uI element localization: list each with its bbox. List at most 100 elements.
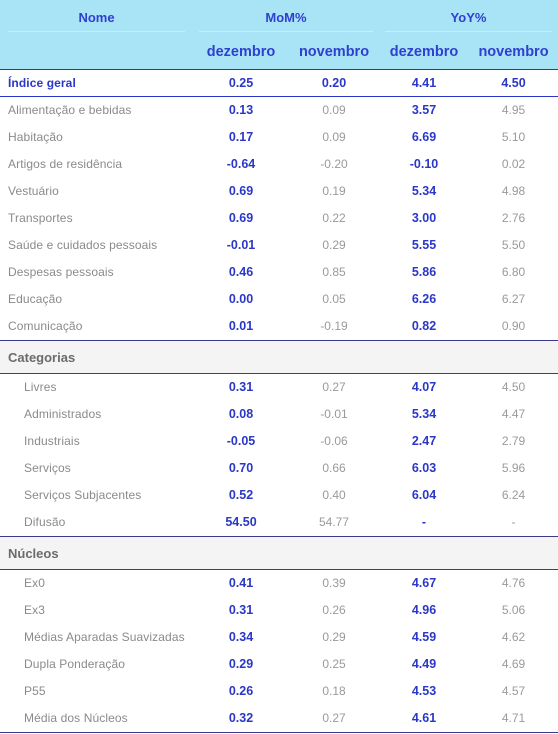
- table-row: Ex3 0.31 0.26 4.96 5.06: [0, 597, 558, 624]
- row-name: Ex3: [24, 603, 45, 617]
- mom-nov-value: 0.05: [322, 292, 346, 306]
- header-mom-label: MoM%: [265, 9, 307, 25]
- row-name: Industriais: [24, 434, 80, 448]
- table-row: Comunicação 0.01 -0.19 0.82 0.90: [0, 313, 558, 340]
- header-mom-dez: dezembro: [206, 43, 276, 60]
- row-name: Serviços: [24, 461, 71, 475]
- mom-dez-value: 0.26: [228, 684, 254, 698]
- mom-dez-value: 0.31: [228, 603, 254, 617]
- yoy-nov-value: 6.80: [501, 265, 526, 279]
- yoy-dez-value: 6.26: [411, 292, 437, 306]
- yoy-dez-value: 0.82: [411, 319, 437, 333]
- mom-dez-value: 0.46: [228, 265, 254, 279]
- mom-nov-value: 0.29: [322, 630, 346, 644]
- table-row: Serviços 0.70 0.66 6.03 5.96: [0, 455, 558, 482]
- row-name: Administrados: [24, 407, 102, 421]
- header-yoy-dez: dezembro: [389, 43, 459, 60]
- mom-nov-value: -0.01: [320, 407, 348, 421]
- header-mom-nov: novembro: [298, 43, 370, 60]
- table-row: Serviços Subjacentes 0.52 0.40 6.04 6.24: [0, 482, 558, 509]
- mom-nov-value: 0.22: [322, 211, 346, 225]
- yoy-dez-value: 3.00: [411, 211, 437, 225]
- row-name: Índice geral: [8, 76, 76, 90]
- mom-dez-value: 0.41: [228, 576, 254, 590]
- yoy-dez-value: 6.04: [411, 488, 437, 502]
- yoy-dez-value: -0.10: [409, 157, 439, 171]
- table-row: Transportes 0.69 0.22 3.00 2.76: [0, 205, 558, 232]
- yoy-nov-value: 5.50: [501, 238, 526, 252]
- row-name: Livres: [24, 380, 57, 394]
- mom-nov-value: -0.19: [320, 319, 348, 333]
- table-row: Média dos Núcleos 0.32 0.27 4.61 4.71: [0, 705, 558, 732]
- mom-nov-value: 0.40: [322, 488, 346, 502]
- yoy-dez-value: 4.49: [411, 657, 437, 671]
- mom-dez-value: 0.01: [228, 319, 254, 333]
- row-name: Saúde e cuidados pessoais: [8, 238, 158, 252]
- yoy-nov-value: 5.10: [501, 130, 526, 144]
- yoy-dez-value: -: [421, 515, 427, 529]
- mom-dez-value: 0.17: [228, 130, 254, 144]
- yoy-dez-value: 6.03: [411, 461, 437, 475]
- yoy-nov-value: 6.27: [501, 292, 526, 306]
- table-row: Saúde e cuidados pessoais -0.01 0.29 5.55 5.…: [0, 232, 558, 259]
- yoy-dez-value: 5.34: [411, 407, 437, 421]
- yoy-dez-value: 3.57: [411, 103, 437, 117]
- header-yoy-nov: novembro: [478, 43, 549, 60]
- categorias-section: Livres 0.31 0.27 4.07 4.50 Administrados 0.08 -…: [0, 374, 558, 536]
- mom-dez-value: -0.05: [226, 434, 256, 448]
- row-name: Comunicação: [8, 319, 83, 333]
- yoy-nov-value: 4.98: [501, 184, 526, 198]
- mom-dez-value: 0.52: [228, 488, 254, 502]
- mom-nov-value: 0.20: [321, 76, 347, 90]
- mom-dez-value: 0.00: [228, 292, 254, 306]
- groups-section: Alimentação e bebidas 0.13 0.09 3.57 4.95 Hab…: [0, 97, 558, 340]
- mom-dez-value: 0.70: [228, 461, 254, 475]
- row-name: Dupla Ponderação: [24, 657, 126, 671]
- yoy-nov-value: 4.76: [501, 576, 526, 590]
- mom-nov-value: 54.77: [318, 515, 350, 529]
- mom-dez-value: 0.69: [228, 211, 254, 225]
- yoy-nov-value: 4.62: [501, 630, 526, 644]
- table-header: Nome MoM% YoY% dezembro novembro dezembr…: [0, 0, 558, 69]
- yoy-dez-value: 4.59: [411, 630, 437, 644]
- mom-nov-value: 0.66: [322, 461, 346, 475]
- mom-dez-value: 0.69: [228, 184, 254, 198]
- yoy-dez-value: 2.47: [411, 434, 437, 448]
- row-name: P55: [24, 684, 46, 698]
- mom-nov-value: 0.27: [322, 380, 346, 394]
- row-name: Serviços Subjacentes: [24, 488, 142, 502]
- row-name: Média dos Núcleos: [24, 711, 128, 725]
- mom-dez-value: -0.01: [226, 238, 256, 252]
- mom-nov-value: 0.09: [322, 130, 346, 144]
- yoy-nov-value: -: [511, 515, 516, 529]
- nucleos-section: Ex0 0.41 0.39 4.67 4.76 Ex3 0.31 0.26 4.96 5.06 Mé…: [0, 570, 558, 732]
- yoy-dez-value: 4.07: [411, 380, 437, 394]
- table-row: P55 0.26 0.18 4.53 4.57: [0, 678, 558, 705]
- yoy-nov-value: 4.71: [501, 711, 526, 725]
- mom-nov-value: 0.18: [322, 684, 346, 698]
- table-row: Difusão 54.50 54.77 - -: [0, 509, 558, 536]
- mom-nov-value: 0.19: [322, 184, 346, 198]
- yoy-dez-value: 4.53: [411, 684, 437, 698]
- yoy-nov-value: 2.76: [501, 211, 526, 225]
- yoy-dez-value: 4.61: [411, 711, 437, 725]
- table-row: Artigos de residência -0.64 -0.20 -0.10 0.02: [0, 151, 558, 178]
- table-row: Despesas pessoais 0.46 0.85 5.86 6.80: [0, 259, 558, 286]
- table-row: Habitação 0.17 0.09 6.69 5.10: [0, 124, 558, 151]
- mom-nov-value: 0.25: [322, 657, 346, 671]
- mom-nov-value: 0.85: [322, 265, 346, 279]
- yoy-nov-value: 2.79: [501, 434, 526, 448]
- table-row-indice-geral: Índice geral 0.25 0.20 4.41 4.50: [0, 69, 558, 97]
- yoy-nov-value: 6.24: [501, 488, 526, 502]
- header-yoy: YoY%: [379, 0, 558, 34]
- mom-dez-value: 54.50: [225, 515, 257, 529]
- table-row: Alimentação e bebidas 0.13 0.09 3.57 4.95: [0, 97, 558, 124]
- yoy-nov-value: 4.57: [501, 684, 526, 698]
- mom-nov-value: 0.26: [322, 603, 346, 617]
- yoy-dez-value: 5.34: [411, 184, 437, 198]
- yoy-nov-value: 4.95: [501, 103, 526, 117]
- table-row: Administrados 0.08 -0.01 5.34 4.47: [0, 401, 558, 428]
- yoy-dez-value: 6.69: [411, 130, 437, 144]
- yoy-nov-value: 0.90: [501, 319, 526, 333]
